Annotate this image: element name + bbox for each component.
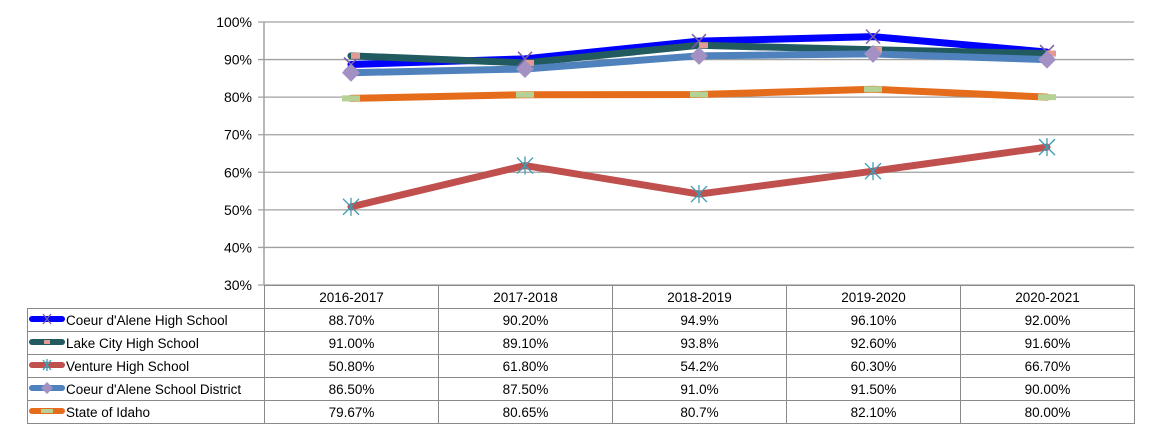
series-name: Coeur d'Alene High School (66, 312, 228, 328)
data-table: 2016-2017 2017-2018 2018-2019 2019-2020 2020… (27, 285, 1135, 424)
data-label: 91.50% (786, 377, 961, 401)
legend-entry: Lake City High School (27, 331, 265, 355)
data-point-marker (690, 91, 708, 98)
data-label: 91.0% (612, 377, 787, 401)
legend-entry: Coeur d'Alene School District (27, 377, 265, 401)
legend-key-icon (29, 359, 65, 372)
y-tick-label: 50% (224, 202, 252, 218)
data-point-marker (525, 59, 534, 66)
legend-key-icon (29, 382, 65, 395)
table-row: Lake City High School 91.00% 89.10% 93.8% 92… (27, 331, 1135, 355)
data-label: 54.2% (612, 354, 787, 378)
series-name: Coeur d'Alene School District (66, 381, 242, 397)
data-label: 86.50% (264, 377, 439, 401)
series-name: Lake City High School (66, 335, 199, 351)
data-point-marker (1038, 138, 1056, 157)
y-tick-label: 100% (216, 14, 252, 30)
data-point-marker (864, 86, 882, 93)
data-point-marker (342, 95, 360, 102)
data-point-marker (864, 162, 882, 181)
y-tick-label: 60% (224, 164, 252, 180)
data-point-marker (342, 197, 360, 216)
y-tick-label: 90% (224, 52, 252, 68)
data-point-marker (690, 185, 708, 204)
legend-key-icon (29, 314, 65, 325)
data-point-marker (864, 44, 882, 63)
table-row: Coeur d'Alene High School 88.70% 90.20% 94.… (27, 308, 1135, 332)
data-label: 90.00% (960, 377, 1135, 401)
table-row: State of Idaho 79.67% 80.65% 80.7% 82.10% 80.… (27, 400, 1135, 424)
data-label: 50.80% (264, 354, 439, 378)
data-point-marker (699, 42, 708, 49)
legend-entry: Coeur d'Alene High School (27, 308, 265, 332)
x-category-label: 2018-2019 (612, 285, 787, 309)
y-tick-label: 40% (224, 239, 252, 255)
series-name: State of Idaho (66, 404, 151, 420)
data-label: 82.10% (786, 400, 961, 424)
data-point-marker (1047, 50, 1056, 57)
data-point-marker (516, 156, 534, 175)
y-tick-label: 80% (224, 89, 252, 105)
legend-key-icon (29, 408, 65, 415)
data-point-marker (516, 91, 534, 98)
data-label: 80.65% (438, 400, 613, 424)
x-category-label: 2019-2020 (786, 285, 961, 309)
data-label: 91.60% (960, 331, 1135, 355)
data-label: 93.8% (612, 331, 787, 355)
legend-key-icon (29, 339, 65, 346)
data-label: 80.00% (960, 400, 1135, 424)
data-label: 80.7% (612, 400, 787, 424)
data-label: 61.80% (438, 354, 613, 378)
data-label: 88.70% (264, 308, 439, 332)
data-point-marker (1038, 94, 1056, 101)
table-corner (27, 285, 265, 309)
data-label: 92.60% (786, 331, 961, 355)
data-point-marker (351, 52, 360, 59)
x-category-label: 2020-2021 (960, 285, 1135, 309)
legend-entry: Venture High School (27, 354, 265, 378)
x-category-label: 2017-2018 (438, 285, 613, 309)
data-label: 89.10% (438, 331, 613, 355)
data-label: 92.00% (960, 308, 1135, 332)
table-row: Coeur d'Alene School District 86.50% 87.50… (27, 377, 1135, 401)
legend-entry: State of Idaho (27, 400, 265, 424)
data-label: 91.00% (264, 331, 439, 355)
y-tick-label: 70% (224, 127, 252, 143)
table-row: Venture High School 50.80% 61.80% 54.2% 60.3… (27, 354, 1135, 378)
data-point-marker (690, 46, 708, 65)
data-label: 60.30% (786, 354, 961, 378)
data-label: 94.9% (612, 308, 787, 332)
data-label: 90.20% (438, 308, 613, 332)
data-label: 96.10% (786, 308, 961, 332)
x-category-label: 2016-2017 (264, 285, 439, 309)
data-point-marker (865, 29, 881, 45)
table-header-row: 2016-2017 2017-2018 2018-2019 2019-2020 2020… (27, 285, 1135, 309)
data-point-marker (1038, 50, 1056, 69)
data-label: 66.70% (960, 354, 1135, 378)
series-name: Venture High School (66, 358, 190, 374)
data-label: 87.50% (438, 377, 613, 401)
data-point-marker (516, 59, 534, 78)
data-point-marker (342, 63, 360, 82)
data-label: 79.67% (264, 400, 439, 424)
line-chart: 30%40%50%60%70%80%90%100% (216, 14, 1134, 290)
